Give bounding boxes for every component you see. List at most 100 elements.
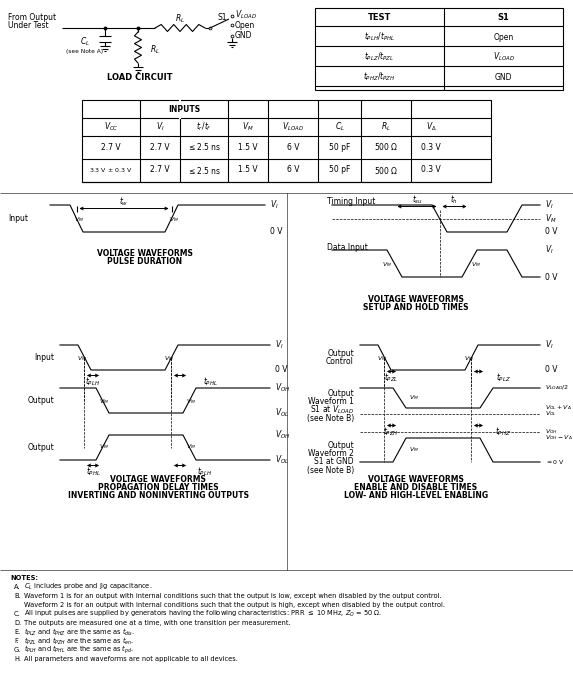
Text: Input: Input [8, 214, 28, 223]
Text: Waveform 2: Waveform 2 [308, 450, 354, 458]
Text: PROPAGATION DELAY TIMES: PROPAGATION DELAY TIMES [97, 483, 218, 492]
Text: $V_{OL}+V_\Delta$: $V_{OL}+V_\Delta$ [545, 403, 572, 412]
Text: $t_{PHL}$: $t_{PHL}$ [85, 465, 100, 478]
Text: $V_M$: $V_M$ [464, 354, 474, 363]
Text: Data Input: Data Input [327, 242, 368, 251]
Text: The outputs are measured one at a time, with one transition per measurement.: The outputs are measured one at a time, … [24, 620, 291, 626]
Text: Output: Output [28, 396, 54, 405]
Text: 0 V: 0 V [270, 227, 282, 236]
Text: 2.7 V: 2.7 V [150, 142, 170, 152]
Text: TEST: TEST [368, 12, 391, 22]
Text: $t_w$: $t_w$ [119, 195, 129, 208]
Text: S1: S1 [497, 12, 509, 22]
Text: C.: C. [14, 611, 21, 617]
Text: $V_M$: $V_M$ [164, 354, 174, 363]
Text: GND: GND [494, 72, 512, 81]
Bar [82, 100, 491, 182]
Text: $t_{PLZ}$ and $t_{PHZ}$ are the same as $t_{dis}$.: $t_{PLZ}$ and $t_{PHZ}$ are the same as … [24, 626, 135, 638]
Text: 50 pF: 50 pF [329, 165, 350, 175]
Text: Waveform 1 is for an output with internal conditions such that the output is low: Waveform 1 is for an output with interna… [24, 593, 442, 599]
Text: INVERTING AND NONINVERTING OUTPUTS: INVERTING AND NONINVERTING OUTPUTS [68, 492, 249, 500]
Text: 500 $\Omega$: 500 $\Omega$ [374, 165, 398, 175]
Text: S1: S1 [217, 12, 226, 22]
Text: $t_{PLH}$ and $t_{PHL}$ are the same as $t_{pd}$.: $t_{PLH}$ and $t_{PHL}$ are the same as … [24, 644, 134, 656]
Text: $V_{OH}$: $V_{OH}$ [545, 428, 558, 437]
Text: 3.3 V $\pm$ 0.3 V: 3.3 V $\pm$ 0.3 V [89, 166, 133, 174]
Text: 0 V: 0 V [545, 366, 558, 374]
Text: 0 V: 0 V [545, 273, 558, 282]
Text: $V_{LOAD}$: $V_{LOAD}$ [235, 9, 257, 21]
Text: Output: Output [327, 441, 354, 450]
Text: (see Note B): (see Note B) [307, 466, 354, 475]
Text: $V_M$: $V_M$ [99, 397, 109, 406]
Text: $V_{CC}$: $V_{CC}$ [104, 121, 119, 133]
Text: $t_{PLH}/t_{PHL}$: $t_{PLH}/t_{PHL}$ [364, 30, 395, 43]
Text: G.: G. [14, 647, 21, 653]
Text: $\approx$0 V: $\approx$0 V [545, 458, 565, 466]
Text: $V_I$: $V_I$ [156, 121, 164, 133]
Text: Waveform 2 is for an output with internal conditions such that the output is hig: Waveform 2 is for an output with interna… [24, 602, 445, 608]
Text: Input: Input [34, 353, 54, 362]
Text: $V_I$: $V_I$ [275, 338, 284, 351]
Text: Output: Output [327, 349, 354, 358]
Text: $\leq$2.5 ns: $\leq$2.5 ns [187, 165, 221, 175]
Text: $V_{LOAD}/2$: $V_{LOAD}/2$ [545, 384, 569, 393]
Text: (see Note B): (see Note B) [307, 414, 354, 422]
Text: $R_L$: $R_L$ [150, 44, 160, 56]
Text: $V_I$: $V_I$ [270, 199, 278, 211]
Text: $V_{OH}$: $V_{OH}$ [275, 429, 291, 441]
Text: 0 V: 0 V [545, 227, 558, 236]
Text: $V_{LOAD}$: $V_{LOAD}$ [493, 51, 515, 63]
Text: 0 V: 0 V [275, 366, 288, 374]
Text: $V_M$: $V_M$ [77, 354, 87, 363]
Text: GND: GND [235, 32, 253, 41]
Text: $C_L$: $C_L$ [80, 36, 90, 48]
Text: S1 at $V_{LOAD}$: S1 at $V_{LOAD}$ [310, 403, 354, 416]
Text: Open: Open [493, 32, 513, 41]
Text: $R_L$: $R_L$ [381, 121, 391, 133]
Text: $V_M$: $V_M$ [186, 397, 196, 406]
Text: VOLTAGE WAVEFORMS: VOLTAGE WAVEFORMS [110, 475, 206, 485]
Text: All input pulses are supplied by generators having the following characteristics: All input pulses are supplied by generat… [24, 609, 382, 619]
Text: VOLTAGE WAVEFORMS: VOLTAGE WAVEFORMS [368, 475, 464, 485]
Text: $V_M$: $V_M$ [99, 442, 109, 451]
Text: $t_{su}$: $t_{su}$ [411, 193, 422, 206]
Text: $V_{OL}$: $V_{OL}$ [275, 407, 289, 419]
Text: 500 $\Omega$: 500 $\Omega$ [374, 141, 398, 152]
Text: $V_{OH}-V_\Delta$: $V_{OH}-V_\Delta$ [545, 433, 573, 443]
Text: VOLTAGE WAVEFORMS: VOLTAGE WAVEFORMS [368, 294, 464, 303]
Text: $V_{OH}$: $V_{OH}$ [275, 382, 291, 394]
Text: 2.7 V: 2.7 V [101, 142, 121, 152]
Text: $R_L$: $R_L$ [175, 13, 185, 25]
Text: $V_M$: $V_M$ [382, 260, 392, 269]
Text: $t_{PZL}$ and $t_{PZH}$ are the same as $t_{en}$.: $t_{PZL}$ and $t_{PZH}$ are the same as … [24, 636, 134, 647]
Text: $t_{PLH}$: $t_{PLH}$ [198, 465, 213, 478]
Text: $C_L$ includes probe and jig capacitance.: $C_L$ includes probe and jig capacitance… [24, 582, 152, 592]
Text: $t_{PLZ}/t_{PZL}$: $t_{PLZ}/t_{PZL}$ [364, 51, 395, 63]
Text: 1.5 V: 1.5 V [238, 165, 258, 175]
Text: $C_L$: $C_L$ [335, 121, 344, 133]
Text: Output: Output [327, 389, 354, 399]
Text: $V_M$: $V_M$ [377, 354, 387, 363]
Text: B.: B. [14, 593, 21, 599]
Text: E.: E. [14, 629, 20, 635]
Text: ENABLE AND DISABLE TIMES: ENABLE AND DISABLE TIMES [355, 483, 477, 492]
Text: F.: F. [14, 638, 19, 644]
Text: $V_I$: $V_I$ [545, 244, 554, 257]
Text: $V_{LOAD}$: $V_{LOAD}$ [282, 121, 304, 133]
Text: Waveform 1: Waveform 1 [308, 397, 354, 406]
Text: From Output: From Output [8, 14, 56, 22]
Text: S1 at GND: S1 at GND [315, 458, 354, 466]
Text: $t_{PHL}$: $t_{PHL}$ [202, 375, 217, 388]
Text: Under Test: Under Test [8, 22, 49, 30]
Text: LOAD CIRCUIT: LOAD CIRCUIT [107, 74, 172, 83]
Text: $V_M$: $V_M$ [242, 121, 254, 133]
Text: Open: Open [235, 20, 255, 30]
Text: D.: D. [14, 620, 21, 626]
Text: $V_M$: $V_M$ [169, 215, 179, 224]
Text: SETUP AND HOLD TIMES: SETUP AND HOLD TIMES [363, 303, 469, 311]
Text: $V_M$: $V_M$ [74, 215, 84, 224]
Text: 50 pF: 50 pF [329, 142, 350, 152]
Text: $t_r/t_f$: $t_r/t_f$ [196, 121, 212, 133]
Text: $t_{PZH}$: $t_{PZH}$ [383, 425, 399, 438]
